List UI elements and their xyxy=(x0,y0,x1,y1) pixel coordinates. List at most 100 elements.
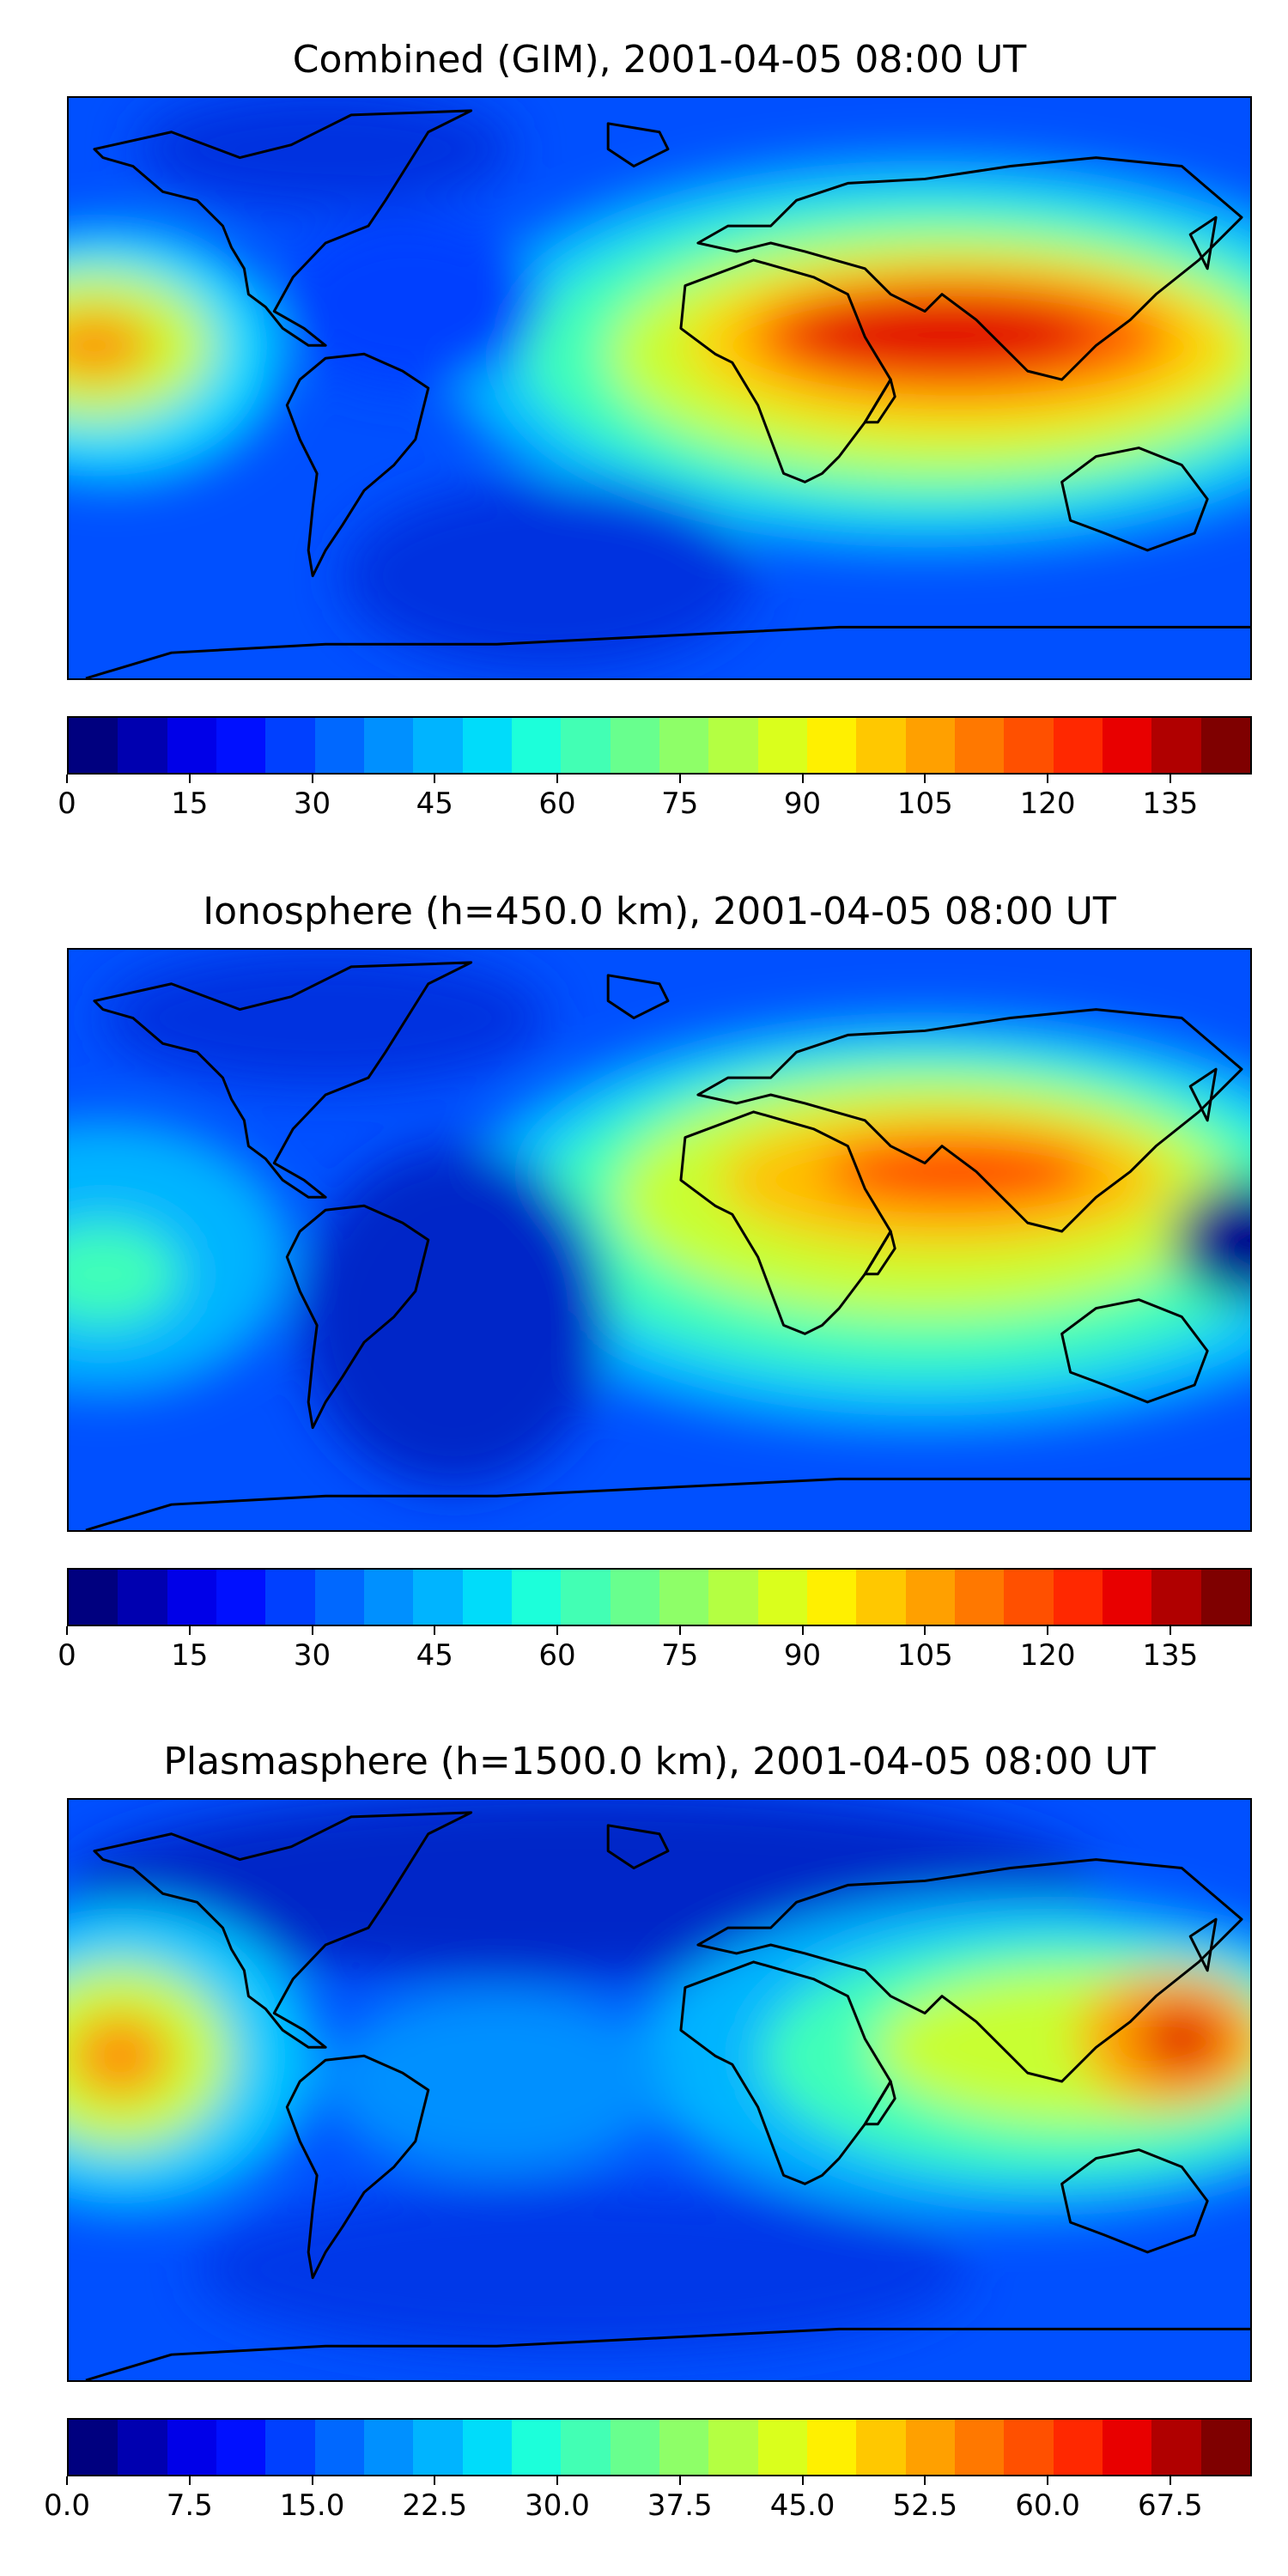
colorbar-swatch xyxy=(757,1570,807,1625)
colorbar-swatch xyxy=(314,1570,364,1625)
panel-2-map xyxy=(67,948,1252,1532)
colorbar-swatch xyxy=(757,718,807,773)
panel-1-colorbar xyxy=(67,716,1252,775)
colorbar-tick-label: 60 xyxy=(538,787,576,821)
coastlines xyxy=(85,1811,1250,2380)
colorbar-swatch xyxy=(462,718,512,773)
colorbar-tick xyxy=(434,2476,436,2485)
colorbar-tick xyxy=(1047,775,1049,783)
colorbar-tick-label: 135 xyxy=(1142,787,1199,821)
colorbar-tick xyxy=(311,1626,313,1635)
panel-3-map xyxy=(67,1798,1252,2382)
colorbar-tick-label: 75 xyxy=(661,1638,699,1673)
tec-field xyxy=(69,950,1250,1488)
colorbar-swatch xyxy=(856,2420,906,2475)
panel-3-colorbar xyxy=(67,2418,1252,2476)
colorbar-tick xyxy=(924,2476,927,2485)
colorbar-tick-label: 22.5 xyxy=(402,2488,468,2523)
colorbar-tick xyxy=(678,1626,681,1635)
colorbar-tick-label: 15.0 xyxy=(279,2488,345,2523)
panel-2-colorbar-ticks: 0 15 30 45 60 75 90 105 120 135 xyxy=(58,1626,1252,1678)
colorbar-tick xyxy=(678,2476,681,2485)
colorbar-tick-label: 15 xyxy=(171,1638,209,1673)
colorbar-swatch xyxy=(167,1570,216,1625)
colorbar-swatch xyxy=(708,2420,758,2475)
colorbar-swatch xyxy=(1053,718,1103,773)
colorbar-swatch xyxy=(265,2420,315,2475)
colorbar-tick xyxy=(801,1626,804,1635)
colorbar-tick xyxy=(66,1626,68,1635)
colorbar-tick-label: 30 xyxy=(293,787,331,821)
colorbar-swatch xyxy=(708,718,758,773)
colorbar-tick xyxy=(1047,1626,1049,1635)
colorbar-swatch xyxy=(314,718,364,773)
colorbar-tick-label: 30.0 xyxy=(525,2488,590,2523)
colorbar-swatch xyxy=(511,718,562,773)
colorbar-swatch xyxy=(856,718,906,773)
colorbar-tick xyxy=(434,775,436,783)
colorbar-swatch xyxy=(561,1570,611,1625)
panel-1-colorbar-ticks: 0 15 30 45 60 75 90 105 120 135 xyxy=(58,775,1252,826)
colorbar-swatch xyxy=(265,718,315,773)
colorbar-swatch xyxy=(1053,2420,1103,2475)
colorbar-tick-label: 120 xyxy=(1019,787,1076,821)
colorbar-swatch xyxy=(69,1570,118,1625)
colorbar-tick xyxy=(556,1626,559,1635)
colorbar-tick-label: 105 xyxy=(896,1638,953,1673)
colorbar-tick-label: 60 xyxy=(538,1638,576,1673)
colorbar-swatch xyxy=(659,1570,709,1625)
panel-3-title: Plasmasphere (h=1500.0 km), 2001-04-05 0… xyxy=(163,1740,1156,1783)
colorbar-tick xyxy=(801,2476,804,2485)
colorbar-swatch xyxy=(363,718,414,773)
colorbar-swatch xyxy=(856,1570,906,1625)
colorbar-swatch xyxy=(1102,2420,1152,2475)
colorbar-tick xyxy=(66,775,68,783)
panel-1-map xyxy=(67,96,1252,680)
colorbar-swatch xyxy=(167,718,216,773)
colorbar-tick-label: 90 xyxy=(783,1638,822,1673)
colorbar-swatch xyxy=(806,718,857,773)
colorbar-tick-label: 15 xyxy=(171,787,209,821)
panel-3-colorbar-ticks: 0.0 7.5 15.0 22.5 30.0 37.5 45.0 52.5 60.0 67.5 xyxy=(44,2476,1252,2528)
colorbar-tick xyxy=(1169,775,1171,783)
colorbar-swatch xyxy=(462,1570,512,1625)
colorbar-tick xyxy=(924,1626,927,1635)
colorbar-tick xyxy=(188,775,191,783)
colorbar-swatch xyxy=(462,2420,512,2475)
colorbar-tick xyxy=(1169,1626,1171,1635)
colorbar-tick-label: 90 xyxy=(783,787,822,821)
colorbar-swatch xyxy=(265,1570,315,1625)
colorbar-swatch xyxy=(69,718,118,773)
colorbar-tick-label: 120 xyxy=(1019,1638,1076,1673)
colorbar-swatch xyxy=(1151,2420,1201,2475)
coastlines xyxy=(85,109,1250,678)
colorbar-swatch xyxy=(806,2420,857,2475)
colorbar-tick-label: 37.5 xyxy=(647,2488,713,2523)
colorbar-swatch xyxy=(1200,2420,1250,2475)
colorbar-tick xyxy=(801,775,804,783)
colorbar-tick xyxy=(311,775,313,783)
colorbar-tick-label: 0.0 xyxy=(43,2488,91,2523)
colorbar-swatch xyxy=(659,718,709,773)
colorbar-swatch xyxy=(118,718,167,773)
colorbar-tick xyxy=(678,775,681,783)
colorbar-tick xyxy=(1169,2476,1171,2485)
colorbar-swatch xyxy=(216,2420,266,2475)
colorbar-swatch xyxy=(610,2420,659,2475)
colorbar-swatch xyxy=(118,1570,167,1625)
colorbar-swatch xyxy=(1151,718,1201,773)
panel-2-colorbar xyxy=(67,1568,1252,1626)
colorbar-swatch xyxy=(1151,1570,1201,1625)
colorbar-swatch xyxy=(1004,1570,1054,1625)
colorbar-swatch xyxy=(1053,1570,1103,1625)
colorbar-tick-label: 75 xyxy=(661,787,699,821)
colorbar-swatch xyxy=(118,2420,167,2475)
colorbar-swatch xyxy=(1200,718,1250,773)
colorbar-swatch xyxy=(1102,1570,1152,1625)
colorbar-tick-label: 105 xyxy=(896,787,953,821)
colorbar-swatch xyxy=(363,1570,414,1625)
colorbar-tick-label: 52.5 xyxy=(892,2488,958,2523)
colorbar-swatch xyxy=(659,2420,709,2475)
colorbar-swatch xyxy=(413,1570,463,1625)
panel-1-title: Combined (GIM), 2001-04-05 08:00 UT xyxy=(292,38,1027,82)
